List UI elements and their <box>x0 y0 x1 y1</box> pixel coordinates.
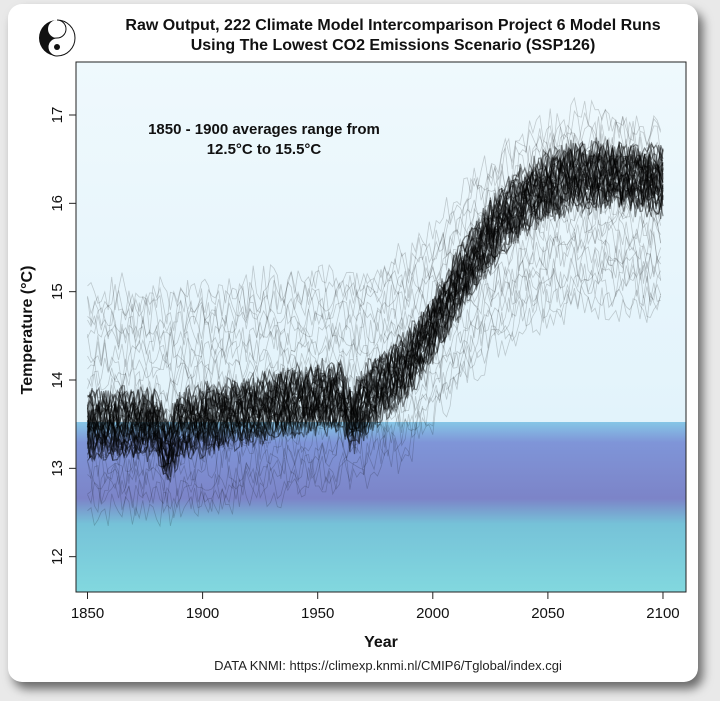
model-run-core-line <box>86 148 664 435</box>
model-run-core-line <box>86 172 664 472</box>
model-run-core-line <box>87 181 664 484</box>
model-run-line <box>87 109 662 325</box>
model-run-line <box>87 148 662 373</box>
model-run-line <box>87 185 662 408</box>
model-run-core-line <box>86 162 664 460</box>
model-run-line <box>87 233 662 467</box>
chart-card: Raw Output, 222 Climate Model Intercompa… <box>8 4 698 682</box>
model-run-core-line <box>86 156 664 453</box>
model-run-line <box>87 216 662 451</box>
annotation-line-1: 1850 - 1900 averages range from <box>148 121 380 138</box>
model-run-line <box>87 263 662 505</box>
model-run-core-line <box>87 176 664 473</box>
x-tick-label: 1900 <box>186 605 219 622</box>
chart-title-line-1: Raw Output, 222 Climate Model Intercompa… <box>125 17 661 34</box>
chart-title-line-2: Using The Lowest CO2 Emissions Scenario … <box>190 37 596 54</box>
model-run-line <box>87 112 662 332</box>
y-tick-label: 17 <box>49 107 66 124</box>
model-run-core-line <box>86 178 664 481</box>
y-tick-label: 12 <box>49 548 66 565</box>
model-run-line <box>87 205 662 433</box>
y-tick-label: 13 <box>49 460 66 477</box>
x-axis-label: Year <box>364 634 398 651</box>
model-run-core-line <box>87 146 664 442</box>
chart-svg: 1850 1900 1950 2000 2050 2100 12 13 14 15 16 17 Ye… <box>19 61 687 651</box>
model-run-core-line <box>87 143 664 443</box>
x-tick-label: 2050 <box>531 605 564 622</box>
data-source: DATA KNMI: https://climexp.knmi.nl/CMIP6… <box>214 658 562 673</box>
y-axis-label: Temperature (°C) <box>19 266 36 395</box>
x-tick-label: 1850 <box>71 605 104 622</box>
model-run-core-line <box>86 162 664 453</box>
x-tick-label: 1950 <box>301 605 334 622</box>
model-run-line <box>87 215 662 444</box>
model-run-line <box>87 246 662 485</box>
model-run-core-line <box>86 174 664 475</box>
model-run-line <box>87 172 662 404</box>
y-tick-label: 16 <box>49 195 66 212</box>
model-run-core-line <box>86 149 664 443</box>
y-tick-label: 15 <box>49 283 66 300</box>
model-run-line <box>87 255 662 492</box>
model-run-core-line <box>86 180 664 477</box>
model-run-core-line <box>86 142 664 438</box>
model-run-core-line <box>86 165 664 460</box>
x-tick-label: 2100 <box>646 605 679 622</box>
model-run-core-line <box>87 140 664 437</box>
model-run-line <box>87 132 662 346</box>
model-run-core-line <box>86 179 664 469</box>
plot-area <box>75 61 687 593</box>
model-run-core-line <box>86 171 664 458</box>
model-run-core-line <box>86 168 664 465</box>
model-run-line <box>87 275 662 518</box>
annotation-line-2: 12.5°C to 15.5°C <box>207 141 322 158</box>
model-run-core-line <box>86 186 664 474</box>
model-run-core-line <box>86 159 664 449</box>
model-run-line <box>87 141 661 365</box>
model-run-core-line <box>86 152 664 452</box>
y-tick-label: 14 <box>49 372 66 389</box>
model-run-line <box>87 120 662 340</box>
model-run-line <box>87 96 662 313</box>
model-run-line <box>87 284 662 528</box>
model-run-core-line <box>86 148 664 443</box>
model-run-line <box>87 238 661 481</box>
y-axis: 12 13 14 15 16 17 <box>49 107 76 565</box>
model-run-line <box>87 228 662 459</box>
model-run-core-line <box>86 139 664 431</box>
model-run-core-line <box>86 162 664 457</box>
model-run-line <box>87 167 662 388</box>
model-run-core-line <box>86 181 664 475</box>
model-run-line <box>87 195 662 425</box>
model-run-line <box>87 187 662 418</box>
model-run-line <box>87 157 662 384</box>
model-run-core-line <box>86 168 664 469</box>
model-run-core-line <box>86 157 664 441</box>
model-run-core-line <box>86 152 664 447</box>
model-run-core-line <box>86 137 664 430</box>
yin-yang-icon <box>35 16 79 60</box>
x-tick-label: 2000 <box>416 605 449 622</box>
model-run-line <box>87 134 662 357</box>
model-run-line <box>87 269 661 514</box>
x-axis: 1850 1900 1950 2000 2050 2100 <box>71 591 680 622</box>
